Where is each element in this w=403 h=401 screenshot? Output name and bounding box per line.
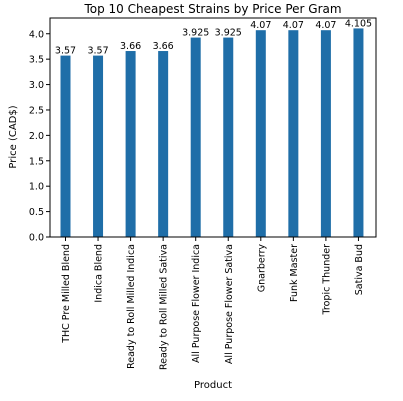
y-tick-label: 3.0: [29, 80, 44, 91]
bar: [288, 30, 299, 237]
plot-frame: [49, 17, 377, 238]
data-label: 3.66: [153, 41, 174, 52]
data-label: 4.07: [250, 20, 271, 31]
bar: [60, 55, 71, 238]
y-tick-label: 1.0: [29, 182, 44, 193]
y-tick-label: 1.5: [29, 156, 44, 167]
data-label: 4.07: [315, 20, 336, 31]
chart-title: Top 10 Cheapest Strains by Price Per Gra…: [83, 2, 341, 16]
x-tick-label: Ready to Roll Milled Indica: [126, 244, 137, 369]
y-tick-label: 0.0: [29, 233, 44, 244]
x-axis-label: Product: [194, 380, 232, 391]
x-tick-label: Sativa Bud: [354, 244, 365, 295]
plot-area: 3.57 THC Pre Milled Blend 3.57 Indica Blend…: [29, 17, 377, 370]
data-label: 3.925: [182, 28, 209, 39]
x-tick-label: Funk Master: [289, 244, 300, 302]
x-tick-label: All Purpose Flower Sativa: [224, 244, 235, 364]
data-label: 3.57: [87, 46, 108, 57]
bar: [93, 55, 104, 238]
x-tick-label: Ready to Roll Milled Sativa: [159, 244, 170, 370]
data-label: 3.66: [120, 41, 141, 52]
bar: [320, 30, 331, 237]
x-tick-label: Gnarberry: [256, 244, 267, 293]
y-tick-label: 4.0: [29, 29, 44, 40]
y-tick-label: 3.5: [29, 55, 44, 66]
data-label: 4.07: [283, 20, 304, 31]
bar: [353, 28, 364, 237]
bar: [255, 30, 266, 237]
y-tick-label: 2.0: [29, 131, 44, 142]
x-tick-label: THC Pre Milled Blend: [61, 244, 72, 344]
bar: [125, 51, 136, 237]
data-label: 3.57: [55, 46, 76, 57]
data-label: 4.105: [345, 18, 372, 29]
y-tick-label: 0.5: [29, 207, 44, 218]
x-tick-label: All Purpose Flower Indica: [191, 244, 202, 363]
x-tick-label: Indica Blend: [94, 244, 105, 303]
x-tick-label: Tropic Thunder: [321, 244, 332, 316]
bar: [190, 37, 201, 237]
y-axis-label: Price (CAD$): [8, 105, 19, 168]
y-tick-label: 2.5: [29, 105, 44, 116]
data-label: 3.925: [215, 28, 242, 39]
bar: [223, 37, 234, 237]
bar: [158, 51, 169, 237]
